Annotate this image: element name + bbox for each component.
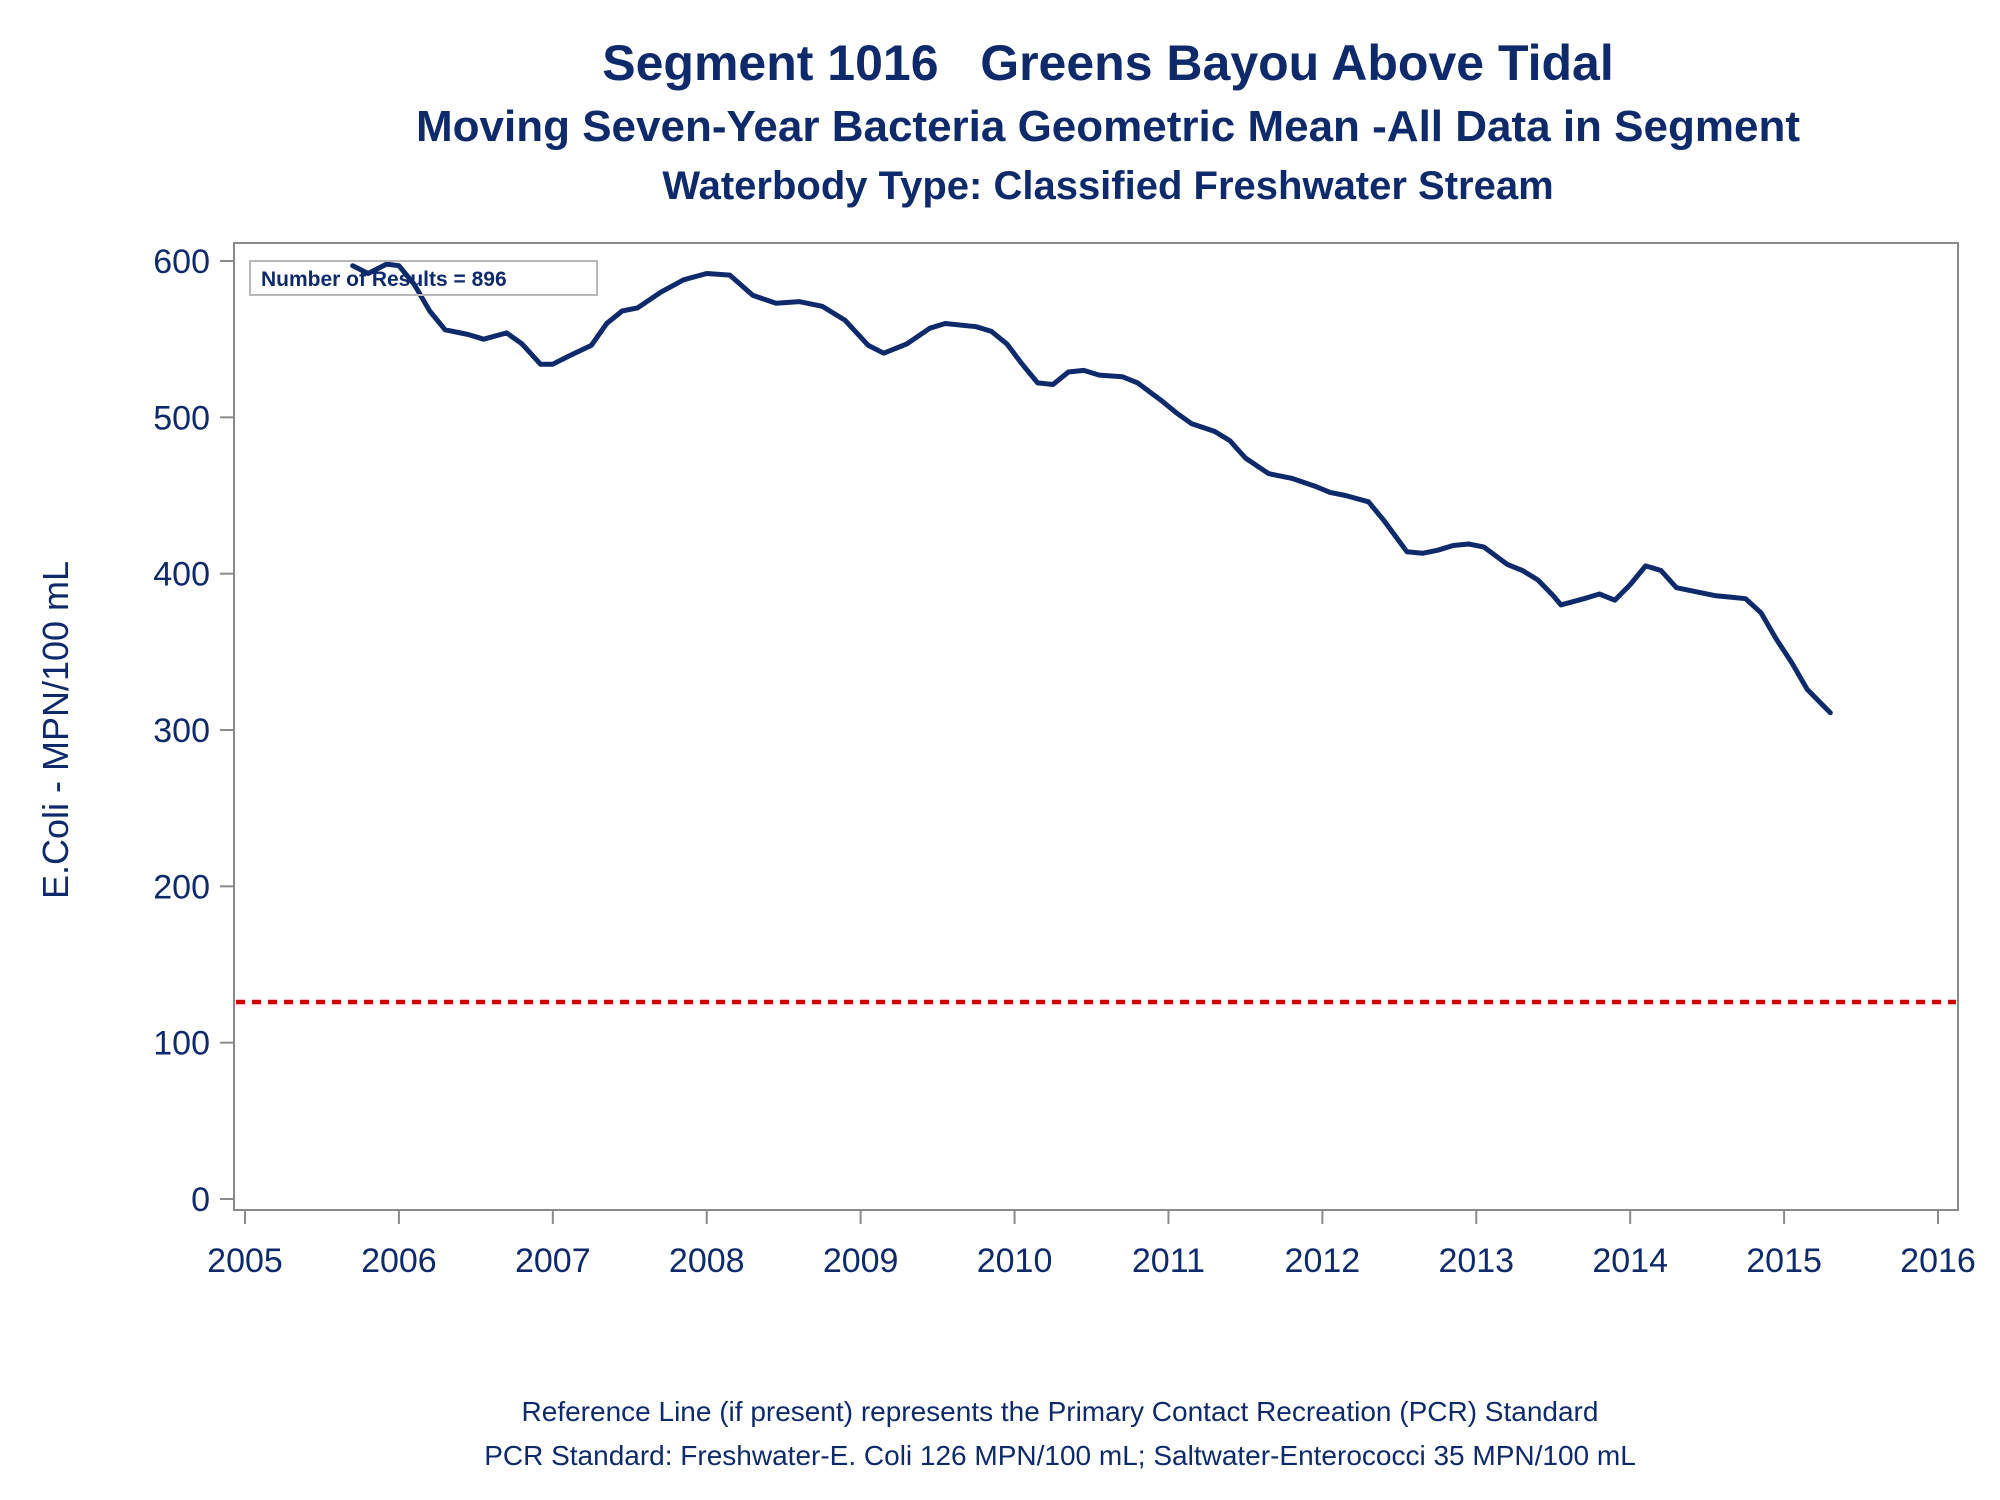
x-tick-label-2013: 2013 xyxy=(1438,1242,1514,1280)
x-tick-label-2015: 2015 xyxy=(1746,1242,1822,1280)
y-tick-label-400: 400 xyxy=(153,556,210,594)
x-tick-label-2014: 2014 xyxy=(1592,1242,1668,1280)
y-axis-label: E.Coli - MPN/100 mL xyxy=(35,561,76,899)
results-count-box xyxy=(249,260,598,296)
footnote-pcr-standard: PCR Standard: Freshwater-E. Coli 126 MPN… xyxy=(484,1440,1636,1471)
x-tick-label-2009: 2009 xyxy=(823,1242,899,1280)
chart-title: Segment 1016 Greens Bayou Above Tidal xyxy=(602,35,1614,91)
chart-subtitle: Moving Seven-Year Bacteria Geometric Mea… xyxy=(416,102,1800,151)
y-tick-label-200: 200 xyxy=(153,868,210,906)
results-count-label: Number of Results = 896 xyxy=(261,268,507,291)
series-line-0 xyxy=(350,261,1833,716)
x-tick-label-2005: 2005 xyxy=(207,1242,283,1280)
footnote-reference-line: Reference Line (if present) represents t… xyxy=(521,1396,1599,1427)
y-tick-label-300: 300 xyxy=(153,712,210,750)
plot-frame xyxy=(233,242,1959,1211)
x-tick-label-2008: 2008 xyxy=(669,1242,745,1280)
x-tick-label-2016: 2016 xyxy=(1900,1242,1976,1280)
x-tick-label-2006: 2006 xyxy=(361,1242,437,1280)
x-tick-label-2012: 2012 xyxy=(1285,1242,1361,1280)
y-tick-label-100: 100 xyxy=(153,1025,210,1063)
y-tick-label-0: 0 xyxy=(191,1181,210,1219)
chart-subtitle-waterbody: Waterbody Type: Classified Freshwater St… xyxy=(662,164,1554,208)
x-tick-label-2010: 2010 xyxy=(977,1242,1053,1280)
y-tick-label-500: 500 xyxy=(153,399,210,437)
y-tick-label-600: 600 xyxy=(153,243,210,281)
x-tick-label-2011: 2011 xyxy=(1132,1242,1205,1280)
x-tick-label-2007: 2007 xyxy=(515,1242,591,1280)
